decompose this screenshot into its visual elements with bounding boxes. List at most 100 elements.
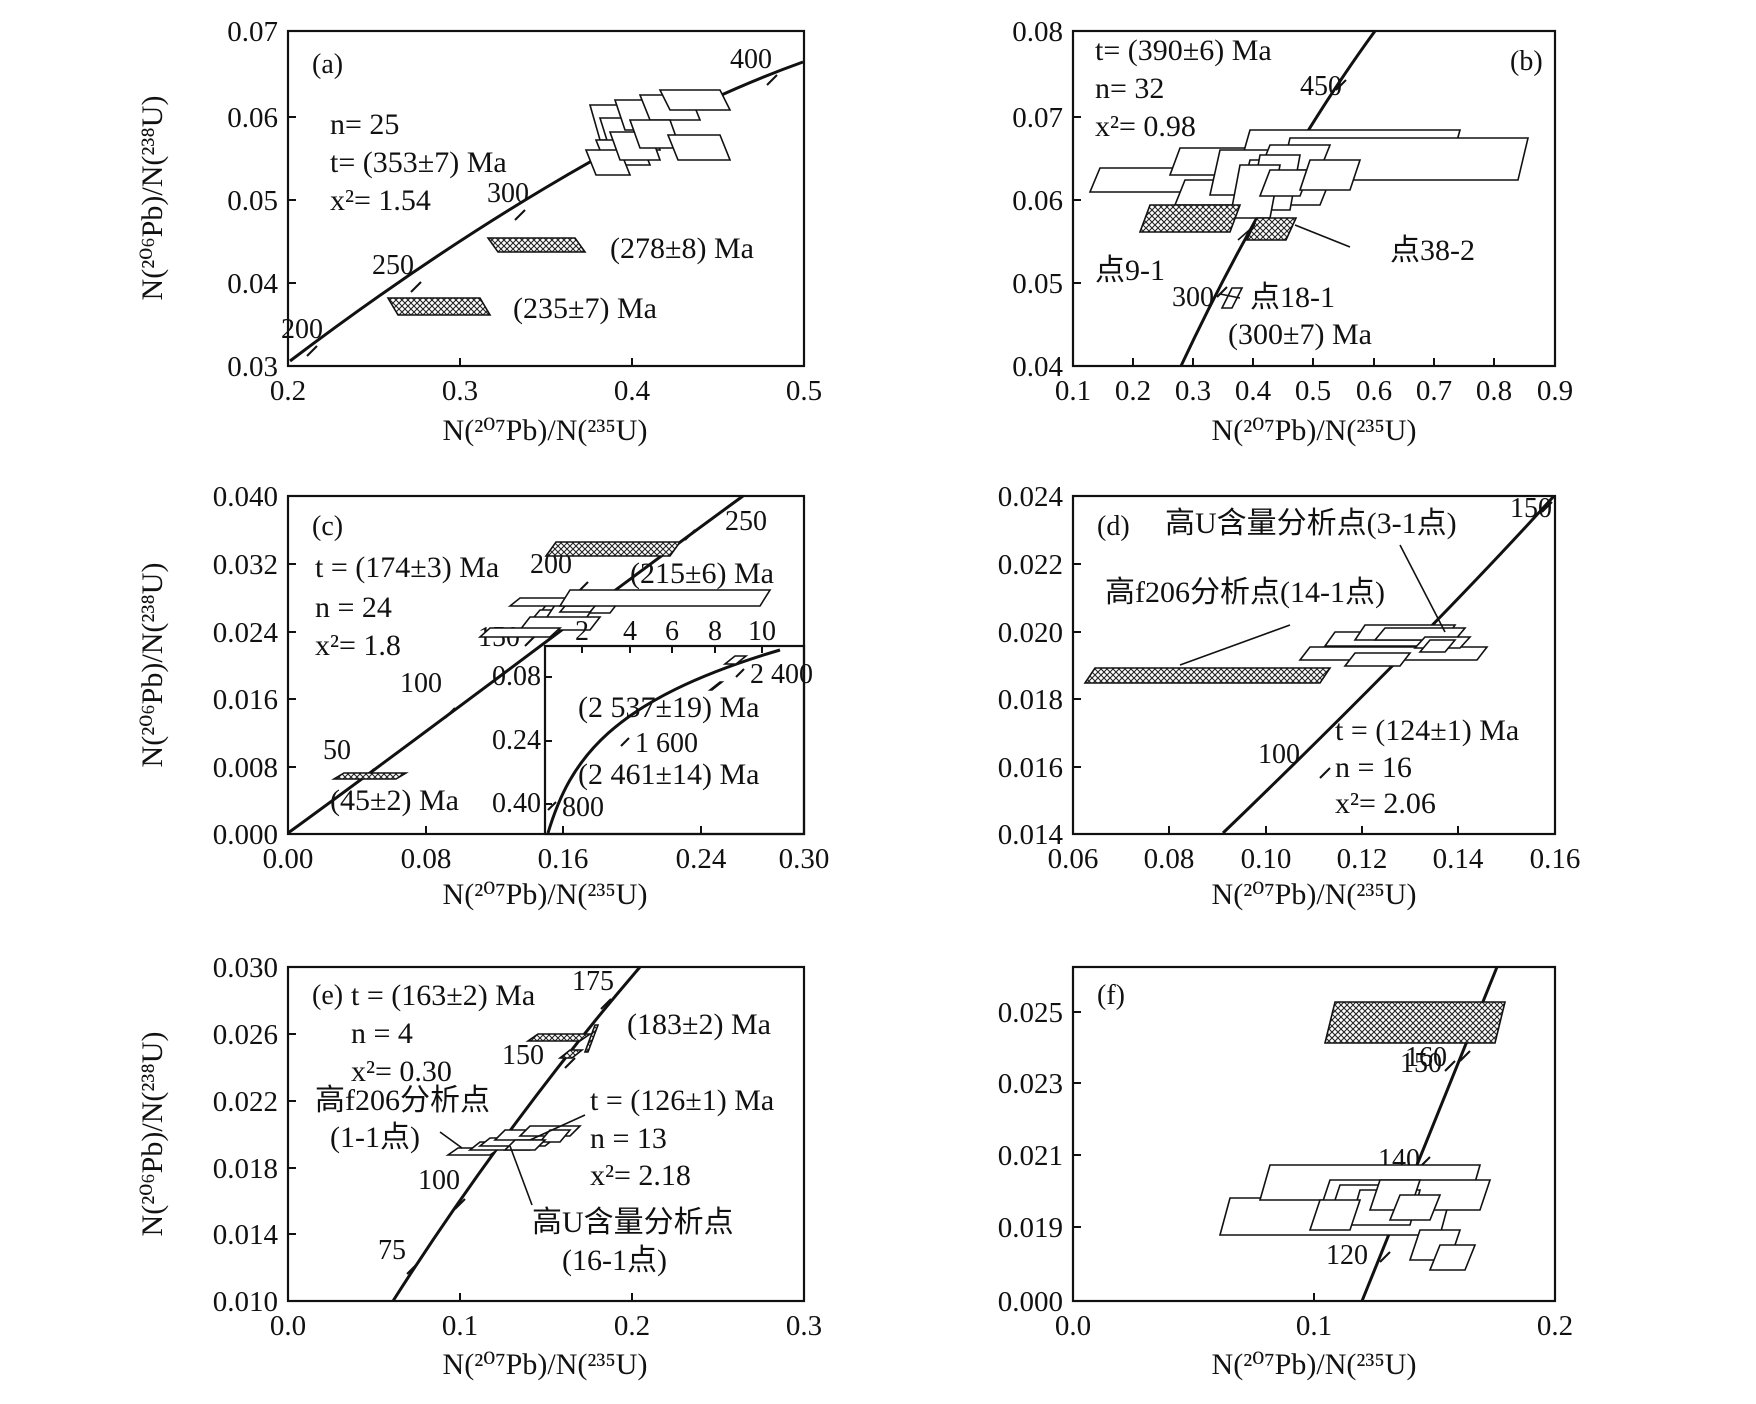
annotation: (235±7) Ma: [513, 292, 657, 325]
x-tick-label: 0.1: [442, 1310, 478, 1342]
hatched-data-box: [1138, 204, 1242, 233]
annotation: t= (390±6) Ma: [1095, 34, 1272, 67]
concordia-age-tick: [1379, 1251, 1391, 1263]
y-tick-label: 0.025: [998, 997, 1063, 1029]
data-box: [666, 134, 732, 161]
concordia-age-tick: [1319, 767, 1331, 779]
annotation-leader-line: [1219, 293, 1241, 299]
y-axis-title: N(²⁰⁶Pb)/N(²³⁸U): [136, 563, 169, 768]
x-axis-title: N(²⁰⁷Pb)/N(²³⁵U): [1212, 1348, 1417, 1381]
x-axis-title: N(²⁰⁷Pb)/N(²³⁵U): [443, 1348, 648, 1381]
concordia-curve: [289, 60, 804, 363]
y-tick-label: 0.04: [227, 268, 278, 300]
x-tick-label: 0.5: [786, 375, 822, 407]
inset-x-tick-label: 8: [708, 616, 722, 647]
y-tick-label: 0.019: [998, 1212, 1063, 1244]
concordia-age-label: 75: [378, 1235, 406, 1266]
y-tick-label: 0.07: [227, 16, 278, 48]
x-tick-label: 0.06: [1048, 843, 1099, 875]
x-tick-label: 0.16: [1530, 843, 1581, 875]
y-tick-label: 0.020: [998, 617, 1063, 649]
concordia-age-label: 300: [1172, 282, 1214, 313]
inset-x-tick-label: 6: [665, 616, 679, 647]
concordia-age-label: 200: [281, 314, 323, 345]
x-tick-label: 0.7: [1416, 375, 1452, 407]
data-box: [1343, 652, 1412, 667]
data-box: [1418, 639, 1457, 653]
x-tick-label: 0.8: [1476, 375, 1512, 407]
y-tick-label: 0.07: [1012, 102, 1063, 134]
concordia-age-label: 300: [487, 178, 529, 209]
concordia-age-label: 250: [725, 506, 767, 537]
inset-age-label: 800: [562, 792, 604, 823]
y-tick-label: 0.032: [213, 549, 278, 581]
annotation: n= 32: [1095, 72, 1164, 105]
concordia-curve: [391, 966, 642, 1302]
x-tick-label: 0.2: [614, 1310, 650, 1342]
y-tick-label: 0.016: [213, 684, 278, 716]
concordia-age-tick: [1459, 1050, 1471, 1062]
x-tick-label: 0.12: [1337, 843, 1388, 875]
y-tick-label: 0.022: [998, 549, 1063, 581]
panel-c: 0.000 0.008 0.016 0.024 0.032 0.040 0.00 0.08 0.…: [213, 481, 830, 911]
annotation: 高U含量分析点: [532, 1206, 734, 1239]
x-axis-title: N(²⁰⁷Pb)/N(²³⁵U): [1212, 878, 1417, 911]
inset-y-tick-label: 0.08: [492, 661, 541, 692]
annotation-leader-line: [1237, 224, 1256, 241]
concordia-age-label: 50: [323, 735, 351, 766]
hatched-data-box: [1323, 1001, 1507, 1044]
inset-data-box: [707, 681, 725, 691]
inset-y-tick-label: 0.40: [492, 788, 541, 819]
y-tick-label: 0.014: [213, 1219, 279, 1251]
y-tick-label: 0.040: [213, 481, 278, 513]
inset-panel: 2 4 6 8 10 0.08 0.24 0.40 800 1 600 2 400(2 537±19…: [492, 616, 813, 836]
concordia-age-label: 100: [400, 668, 442, 699]
data-box: [1220, 287, 1244, 309]
x-tick-label: 0.1: [1296, 1310, 1332, 1342]
y-tick-label: 0.030: [213, 952, 278, 984]
concordia-age-tick: [406, 1263, 418, 1275]
x-tick-label: 0.5: [1295, 375, 1331, 407]
concordia-age-label: 150: [1510, 493, 1552, 524]
annotation: n = 4: [351, 1017, 413, 1050]
y-tick-label: 0.000: [998, 1286, 1063, 1318]
concordia-age-tick: [684, 529, 696, 541]
panel-label: (d): [1097, 511, 1130, 542]
concordia-age-label: 100: [1258, 739, 1300, 770]
y-tick-label: 0.014: [998, 819, 1064, 851]
x-tick-label: 0.00: [263, 843, 314, 875]
hatched-data-box: [557, 1049, 585, 1059]
annotation-leader-line: [1179, 624, 1291, 666]
x-axis-title: N(²⁰⁷Pb)/N(²³⁵U): [1212, 414, 1417, 447]
y-tick-label: 0.016: [998, 752, 1063, 784]
y-tick-label: 0.021: [998, 1140, 1063, 1172]
y-tick-label: 0.024: [998, 481, 1064, 513]
concordia-age-tick: [444, 707, 456, 719]
annotation: (278±8) Ma: [610, 232, 754, 265]
inset-age-label: 2 400: [750, 659, 813, 690]
annotation: x²= 1.54: [330, 184, 431, 217]
concordia-age-tick: [514, 209, 526, 221]
hatched-data-box: [486, 237, 587, 253]
y-tick-label: 0.023: [998, 1068, 1063, 1100]
y-tick-label: 0.000: [213, 819, 278, 851]
x-tick-label: 0.08: [401, 843, 452, 875]
x-tick-label: 0.3: [786, 1310, 822, 1342]
annotation: (183±2) Ma: [627, 1008, 771, 1041]
x-tick-label: 0.3: [442, 375, 478, 407]
x-tick-label: 0.16: [538, 843, 589, 875]
y-tick-label: 0.026: [213, 1019, 278, 1051]
annotation: x²= 2.06: [1335, 787, 1436, 820]
y-tick-label: 0.018: [213, 1153, 278, 1185]
y-tick-label: 0.06: [1012, 185, 1063, 217]
panel-label: (a): [312, 49, 343, 80]
x-tick-label: 0.1: [1055, 375, 1091, 407]
panel-b: 0.04 0.05 0.06 0.07 0.08 0.1 0.2 0.3 0.4 0.5 0.6 0.…: [1012, 16, 1573, 447]
y-tick-label: 0.06: [227, 102, 278, 134]
annotation: n = 24: [315, 591, 392, 624]
annotation: 高f206分析点(14-1点): [1105, 576, 1385, 609]
x-tick-label: 0.30: [779, 843, 830, 875]
concordia-age-tick: [306, 345, 318, 357]
inset-x-tick-label: 2: [575, 616, 589, 647]
